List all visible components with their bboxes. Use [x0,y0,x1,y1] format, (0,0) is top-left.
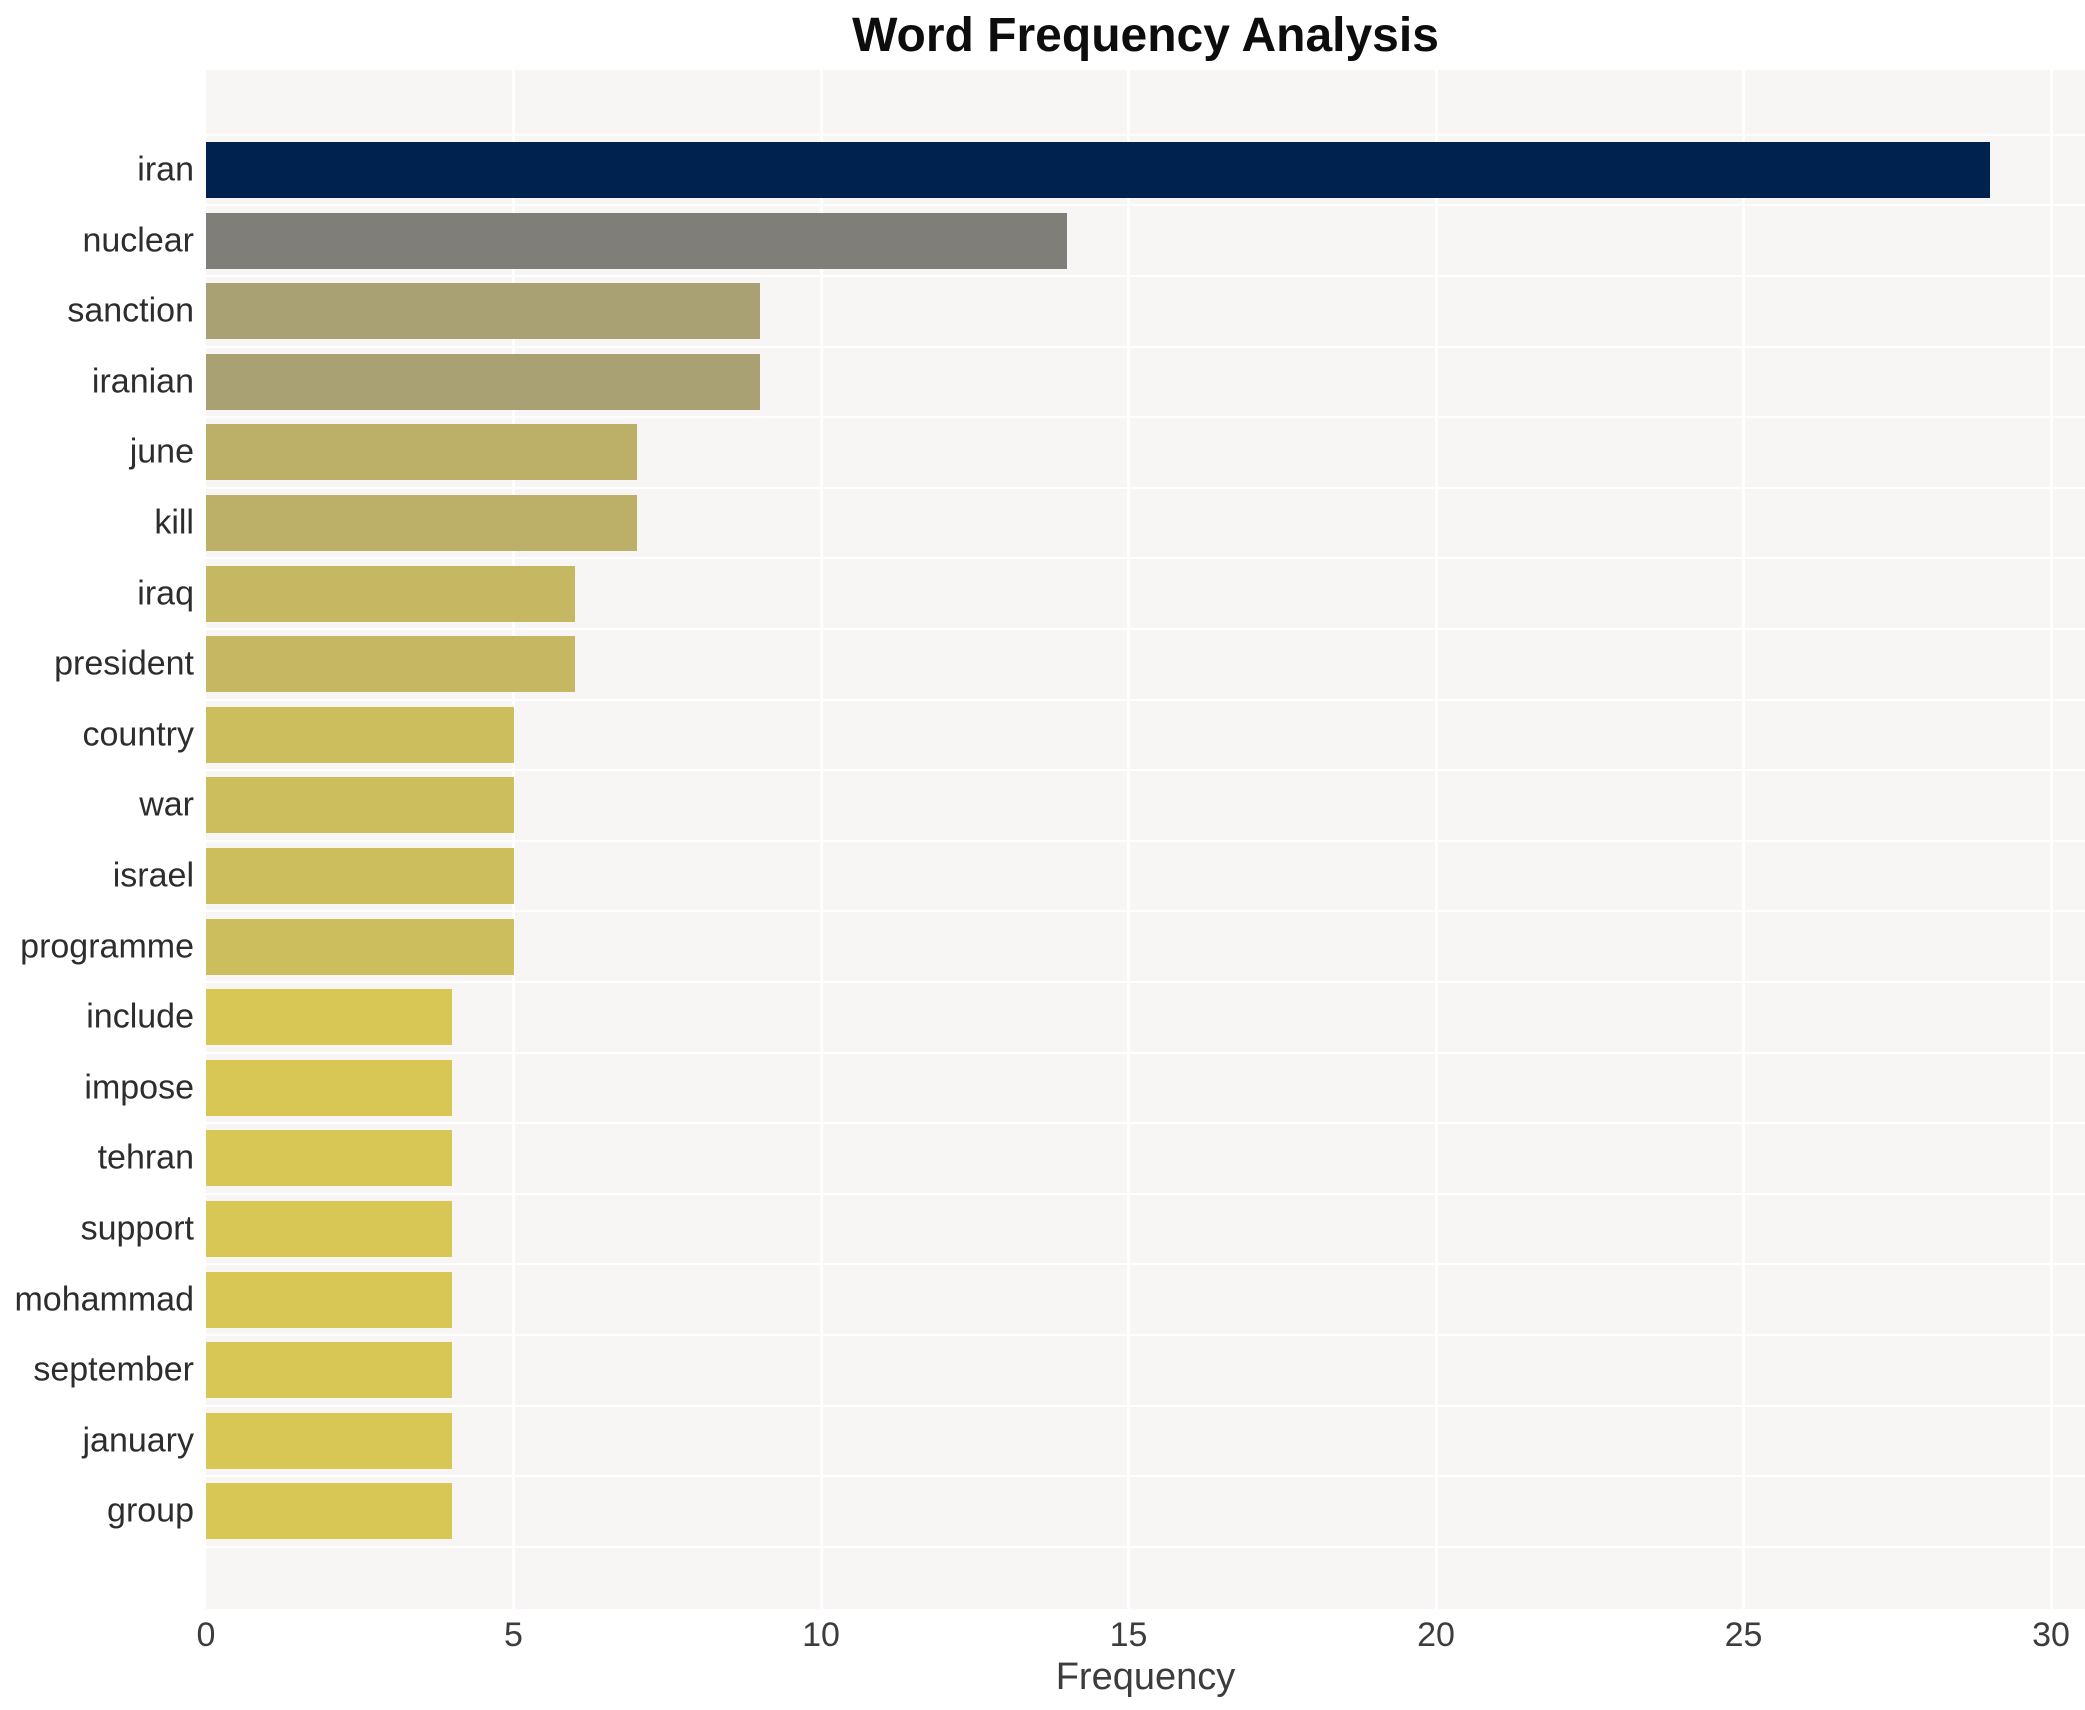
bar-kill [206,495,637,551]
bar-june [206,424,637,481]
category-gridline [206,698,2085,701]
y-axis-label: support [80,1209,194,1248]
bar-israel [206,848,514,904]
category-gridline [206,1404,2085,1407]
category-gridline [206,1122,2085,1125]
category-gridline [206,274,2085,277]
bar-group [206,1483,452,1540]
x-gridline [1434,70,1438,1609]
category-gridline [206,627,2085,630]
category-gridline [206,345,2085,348]
bar-iran [206,142,1990,198]
category-gridline [206,133,2085,136]
bar-war [206,777,514,834]
y-axis-label: iraq [137,574,194,613]
x-gridline [512,70,515,1609]
category-gridline [206,1192,2085,1195]
y-axis-label: country [82,715,195,754]
bar-iranian [206,353,760,410]
category-gridline [206,486,2085,489]
category-gridline [206,557,2085,560]
y-axis-label: president [54,644,194,683]
y-axis-label: january [82,1421,194,1460]
bar-tehran [206,1130,452,1187]
category-gridline [206,839,2085,842]
y-axis-label: war [139,785,194,824]
category-gridline [206,1475,2085,1478]
bar-iraq [206,565,575,622]
y-axis-label: tehran [97,1138,194,1177]
x-tick-label: 0 [196,1616,216,1654]
bar-nuclear [206,212,1067,269]
bar-programme [206,918,514,975]
bar-president [206,636,575,693]
plot-area [206,70,2085,1609]
bar-impose [206,1059,452,1116]
y-axis-label: mohammad [14,1280,194,1319]
x-gridline [1127,70,1130,1609]
category-gridline [206,416,2085,419]
y-axis-label: israel [112,856,194,895]
y-axis-label: include [86,997,194,1036]
category-gridline [206,1545,2085,1548]
y-axis: iran nuclear sanction iranian june kill iraq pr… [0,70,194,1609]
y-axis-label: impose [84,1068,194,1107]
x-tick-label: 25 [1724,1616,1763,1654]
bar-support [206,1201,452,1257]
x-tick-label: 20 [1417,1616,1455,1654]
category-gridline [206,1263,2085,1266]
y-axis-label: sanction [67,291,194,330]
category-gridline [206,1051,2085,1054]
y-axis-label: programme [20,927,194,966]
y-axis-label: september [33,1350,194,1389]
x-axis-title: Frequency [1055,1656,1236,1698]
category-gridline [206,204,2085,207]
x-gridline [2049,70,2053,1609]
x-gridline [819,70,823,1609]
category-gridline [206,910,2085,913]
x-tick-label: 15 [1109,1616,1148,1654]
y-axis-label: iranian [91,362,194,401]
y-axis-label: iran [137,150,194,189]
bar-september [206,1342,452,1399]
x-tick-label: 10 [802,1616,840,1654]
category-gridline [206,1333,2085,1336]
category-gridline [206,980,2085,983]
y-axis-label: june [129,432,194,471]
x-axis: 0 5 10 15 20 25 30 [197,1616,2085,1660]
bar-january [206,1412,452,1469]
y-axis-label: nuclear [82,221,194,260]
bar-mohammad [206,1271,452,1328]
chart-title: Word Frequency Analysis [852,9,1439,62]
y-axis-label: group [107,1491,194,1530]
bar-include [206,989,452,1046]
x-tick-label: 30 [2032,1616,2070,1654]
bar-sanction [206,283,760,340]
category-gridline [206,769,2085,772]
x-gridline [1742,70,1745,1609]
y-axis-label: kill [154,503,194,542]
bar-country [206,706,514,763]
x-tick-label: 5 [504,1616,523,1654]
